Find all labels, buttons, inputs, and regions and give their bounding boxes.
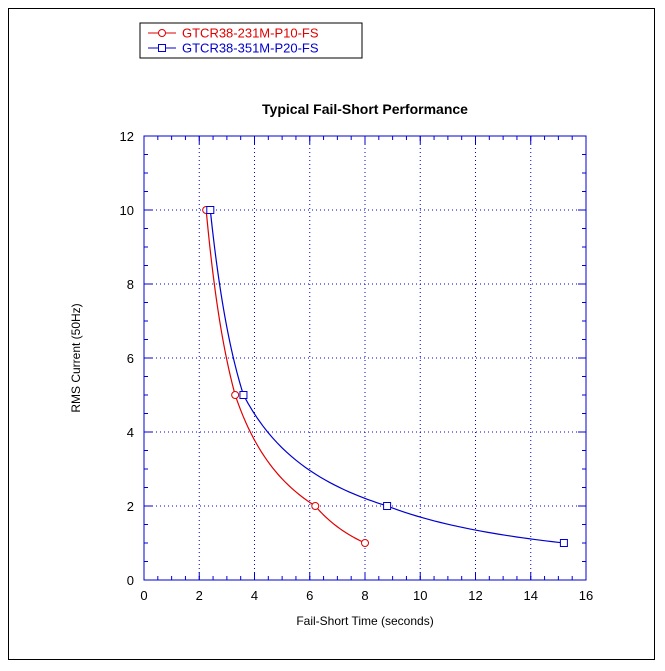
data-point-1 bbox=[311, 502, 320, 510]
data-point-2 bbox=[239, 391, 248, 399]
legend-label-2: GTCR38-351M-P20-FS bbox=[182, 41, 319, 56]
series-line-2 bbox=[209, 209, 564, 544]
x-tick-label: 12 bbox=[468, 588, 482, 603]
ticks bbox=[143, 135, 587, 581]
chart-title: Typical Fail-Short Performance bbox=[262, 101, 468, 117]
tick-labels: 0 2 4 6 8 10 12 14 16 0 2 4 6 8 10 12 bbox=[120, 129, 594, 603]
y-tick-label: 12 bbox=[120, 129, 134, 144]
series-1 bbox=[202, 206, 369, 547]
x-tick-label: 6 bbox=[306, 588, 313, 603]
legend-marker-2 bbox=[158, 44, 166, 52]
y-tick-label: 4 bbox=[127, 425, 134, 440]
legend: GTCR38-231M-P10-FS GTCR38-351M-P20-FS bbox=[139, 22, 363, 59]
legend-marker-1 bbox=[158, 29, 166, 37]
legend-entry-2: GTCR38-351M-P20-FS bbox=[148, 41, 319, 56]
legend-entry-1: GTCR38-231M-P10-FS bbox=[148, 26, 319, 41]
data-point-2 bbox=[383, 502, 392, 510]
x-tick-label: 0 bbox=[140, 588, 147, 603]
y-tick-label: 0 bbox=[127, 573, 134, 588]
legend-box bbox=[139, 22, 363, 59]
y-tick-label: 10 bbox=[120, 203, 134, 218]
series-2 bbox=[206, 206, 568, 547]
x-tick-label: 16 bbox=[579, 588, 593, 603]
y-axis-title: RMS Current (50Hz) bbox=[69, 303, 83, 412]
chart-frame bbox=[8, 8, 655, 660]
grid bbox=[144, 136, 586, 580]
x-tick-label: 4 bbox=[251, 588, 258, 603]
y-tick-label: 2 bbox=[127, 499, 134, 514]
series-line-1 bbox=[205, 209, 366, 544]
data-point-1 bbox=[361, 539, 369, 547]
y-tick-label: 8 bbox=[127, 277, 134, 292]
x-axis-title: Fail-Short Time (seconds) bbox=[296, 614, 433, 628]
data-point-2 bbox=[559, 539, 568, 547]
y-tick-label: 6 bbox=[127, 351, 134, 366]
x-tick-label: 14 bbox=[524, 588, 538, 603]
data-point-2 bbox=[206, 206, 215, 214]
x-tick-label: 2 bbox=[196, 588, 203, 603]
x-tick-label: 8 bbox=[361, 588, 368, 603]
legend-label-1: GTCR38-231M-P10-FS bbox=[182, 26, 319, 41]
series-layer bbox=[202, 206, 568, 547]
x-tick-label: 10 bbox=[413, 588, 427, 603]
data-point-1 bbox=[231, 391, 240, 399]
